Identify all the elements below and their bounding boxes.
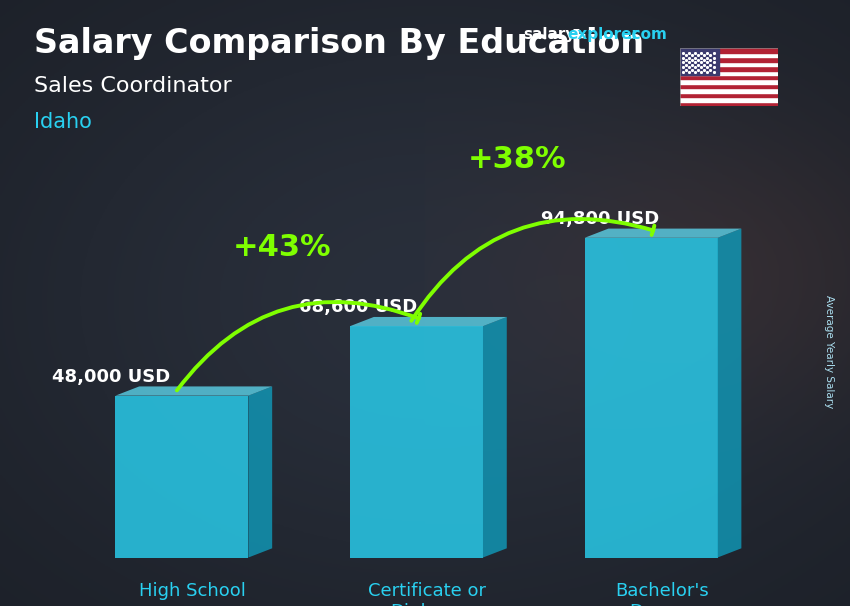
Polygon shape [350,326,483,558]
Text: +43%: +43% [233,233,332,262]
Bar [680,48,719,75]
Polygon shape [248,387,272,558]
Bar [680,102,778,106]
Text: 68,600 USD: 68,600 USD [298,299,417,316]
Bar [680,93,778,97]
Polygon shape [717,228,741,558]
Polygon shape [350,317,507,326]
Bar [680,75,778,79]
Bar [680,84,778,88]
Polygon shape [116,387,272,396]
Bar [680,66,778,71]
Text: Certificate or
Diploma: Certificate or Diploma [368,582,486,606]
Bar [680,88,778,93]
Bar [680,79,778,84]
Text: Idaho: Idaho [34,112,92,132]
Text: 48,000 USD: 48,000 USD [53,368,171,386]
Polygon shape [585,228,741,238]
Bar [680,48,778,53]
Bar [680,71,778,75]
Bar [680,97,778,102]
Text: High School: High School [139,582,246,600]
Bar [680,58,778,62]
Bar [680,53,778,58]
Text: explorer: explorer [568,27,640,42]
Text: Sales Coordinator: Sales Coordinator [34,76,232,96]
Text: Average Yearly Salary: Average Yearly Salary [824,295,834,408]
Text: salary: salary [523,27,575,42]
Bar [680,62,778,66]
Text: Bachelor's
Degree: Bachelor's Degree [615,582,709,606]
Text: Salary Comparison By Education: Salary Comparison By Education [34,27,644,60]
Text: 94,800 USD: 94,800 USD [541,210,660,228]
Polygon shape [585,238,717,558]
Polygon shape [116,396,248,558]
Polygon shape [483,317,507,558]
Text: .com: .com [626,27,667,42]
Text: +38%: +38% [468,144,566,173]
